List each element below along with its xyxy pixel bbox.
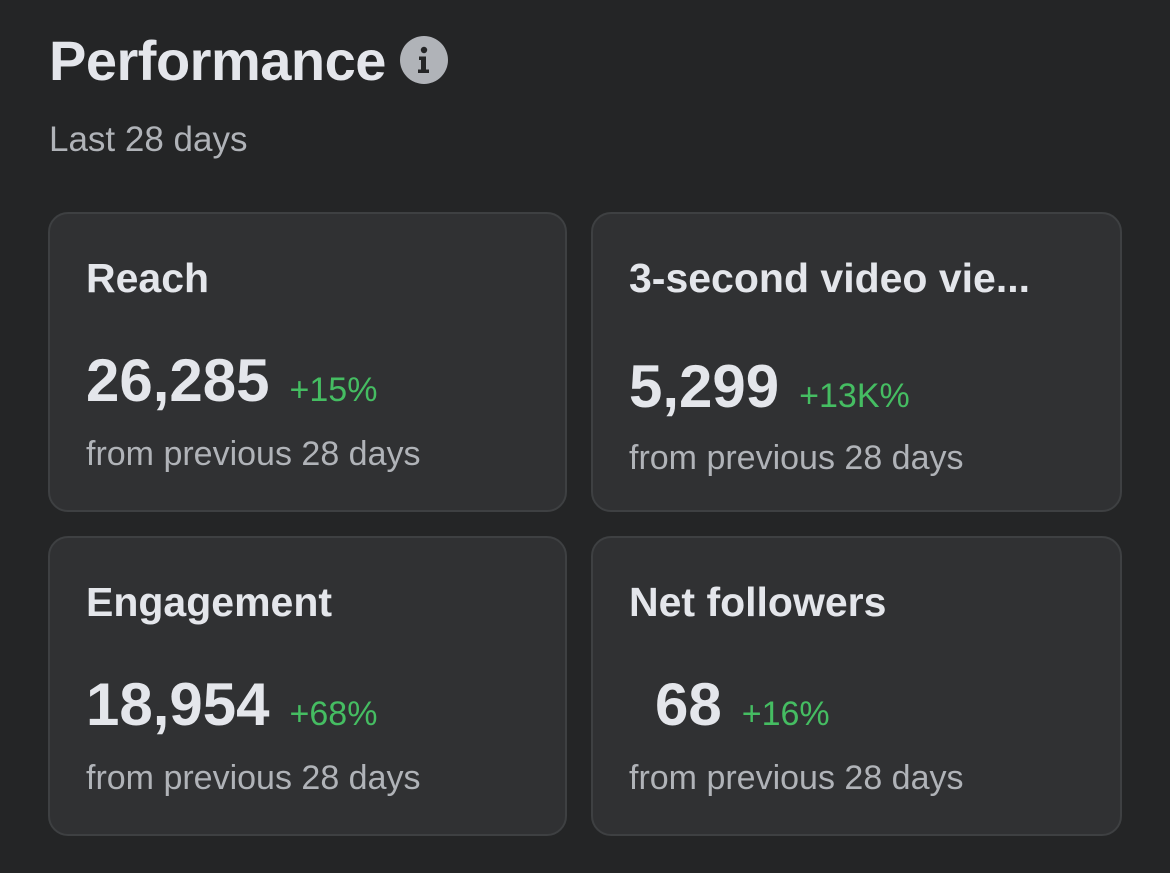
metric-label: Net followers <box>629 579 887 625</box>
metric-card-video-views[interactable]: 3-second video vie... 5,299 +13K% from p… <box>591 212 1122 512</box>
metric-label: Reach <box>86 255 210 301</box>
metric-value: 26,285 <box>86 347 270 414</box>
metric-label: 3-second video vie... <box>629 255 1031 301</box>
metric-value: 18,954 <box>86 671 270 738</box>
metric-value: 5,299 <box>629 353 780 420</box>
metric-change: +16% <box>741 695 830 733</box>
metrics-grid: Reach 26,285 +15% from previous 28 days … <box>48 212 1122 836</box>
metric-caption: from previous 28 days <box>86 435 421 473</box>
metric-value-row: 5,299 +13K% <box>629 352 910 422</box>
metric-value: 68 <box>655 671 722 738</box>
date-range-label: Last 28 days <box>49 120 248 159</box>
metric-change: +68% <box>289 695 378 733</box>
metric-card-engagement[interactable]: Engagement 18,954 +68% from previous 28 … <box>48 536 567 836</box>
page-title: Performance <box>49 29 386 92</box>
info-icon-glyph <box>417 46 429 73</box>
metric-change: +15% <box>289 371 378 409</box>
metric-card-net-followers[interactable]: Net followers 68 +16% from previous 28 d… <box>591 536 1122 836</box>
metric-caption: from previous 28 days <box>629 439 964 477</box>
metric-value-row: 68 +16% <box>655 670 830 740</box>
info-icon[interactable] <box>399 36 448 84</box>
performance-header: Performance <box>49 28 1121 94</box>
metric-caption: from previous 28 days <box>629 759 964 797</box>
metric-caption: from previous 28 days <box>86 759 421 797</box>
metric-value-row: 26,285 +15% <box>86 346 377 416</box>
metric-change: +13K% <box>799 377 910 415</box>
metric-value-row: 18,954 +68% <box>86 670 377 740</box>
metric-label: Engagement <box>86 579 333 625</box>
metric-card-reach[interactable]: Reach 26,285 +15% from previous 28 days <box>48 212 567 512</box>
